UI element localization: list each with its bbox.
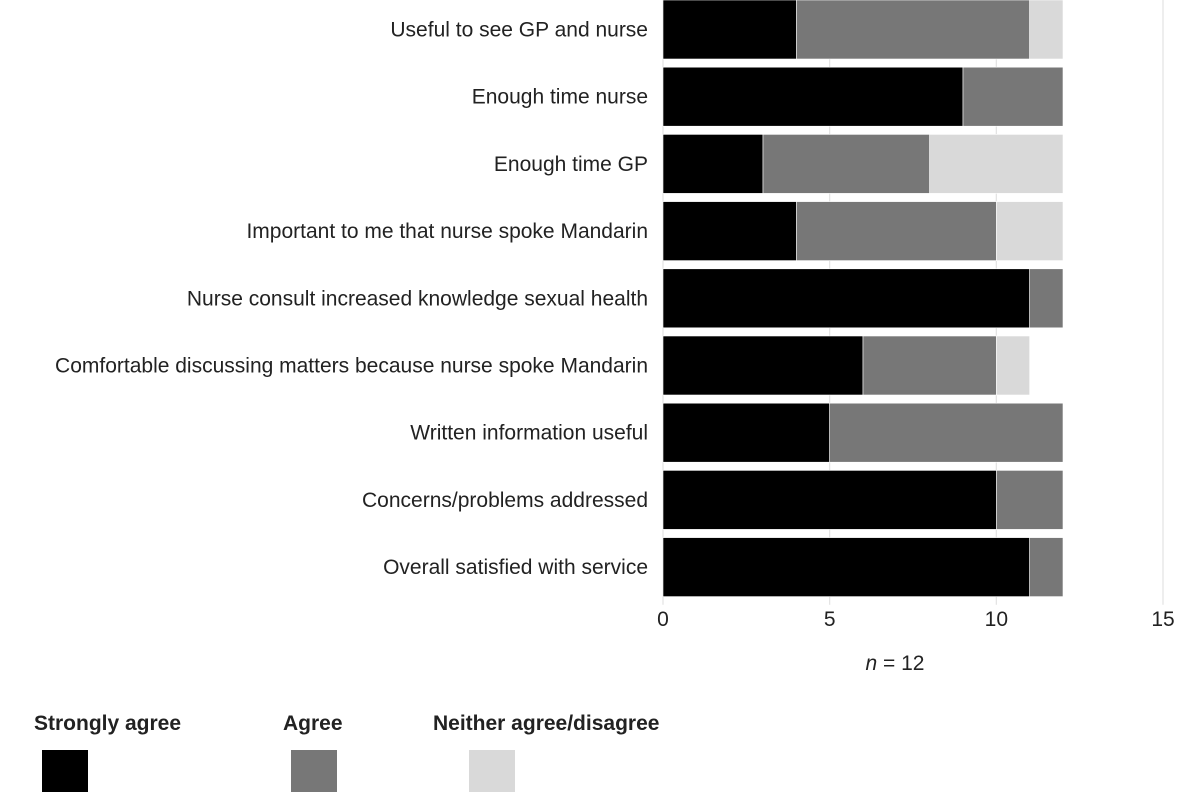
- legend-agree: Agree: [283, 712, 343, 792]
- bar-5-series-1: [862, 335, 997, 396]
- category-label-3: Important to me that nurse spoke Mandari…: [246, 220, 648, 243]
- bar-3-series-0: [662, 201, 797, 261]
- bar-2-series-1: [762, 134, 930, 194]
- bar-7-series-1: [996, 470, 1064, 530]
- bar-8-series-1: [1029, 537, 1064, 597]
- bar-0-series-0: [662, 0, 797, 60]
- legend-label-strongly-agree: Strongly agree: [34, 712, 182, 735]
- bar-2-series-2: [929, 134, 1064, 194]
- bar-5-series-2: [996, 335, 1030, 396]
- category-label-4: Nurse consult increased knowledge sexual…: [187, 287, 648, 310]
- stacked-bar-chart: Useful to see GP and nurse Enough time nu…: [55, 0, 1175, 675]
- bar-3-series-1: [796, 201, 997, 261]
- legend-swatch-neither: [469, 750, 515, 792]
- legend-label-neither: Neither agree/disagree: [433, 712, 660, 735]
- category-label-6: Written information useful: [410, 422, 648, 445]
- x-axis-label-n: n: [866, 652, 878, 675]
- legend-swatch-strongly-agree: [42, 750, 88, 792]
- bar-7-series-0: [662, 470, 997, 530]
- category-label-0: Useful to see GP and nurse: [390, 19, 648, 42]
- x-tick-label-5: 5: [824, 608, 836, 631]
- legend-strongly-agree: Strongly agree: [34, 712, 181, 792]
- category-label-8: Overall satisfied with service: [383, 556, 648, 579]
- x-tick-label-10: 10: [985, 608, 1008, 631]
- bar-6-series-1: [829, 402, 1064, 463]
- bar-3-series-2: [996, 201, 1064, 261]
- category-label-1: Enough time nurse: [472, 86, 648, 109]
- bar-4-series-1: [1029, 268, 1064, 329]
- bar-1-series-0: [662, 66, 964, 127]
- bar-4-series-0: [662, 268, 1030, 329]
- bar-1-series-1: [962, 66, 1064, 127]
- category-labels: Useful to see GP and nurse Enough time nu…: [55, 19, 648, 580]
- bar-5-series-0: [662, 335, 864, 396]
- bars: [662, 0, 1064, 597]
- bar-0-series-1: [796, 0, 1030, 60]
- x-tick-label-15: 15: [1151, 608, 1174, 631]
- bar-0-series-2: [1029, 0, 1064, 60]
- category-label-5: Comfortable discussing matters because n…: [55, 355, 648, 378]
- bar-8-series-0: [662, 537, 1030, 597]
- bar-2-series-0: [662, 134, 764, 194]
- x-axis-label: n = 12: [866, 652, 925, 675]
- x-axis-label-value: = 12: [877, 652, 924, 675]
- legend-label-agree: Agree: [283, 712, 343, 735]
- bar-6-series-0: [662, 402, 830, 463]
- category-label-2: Enough time GP: [494, 153, 648, 176]
- x-tick-labels: 0 5 10 15: [657, 608, 1175, 631]
- x-tick-label-0: 0: [657, 608, 669, 631]
- category-label-7: Concerns/problems addressed: [362, 489, 648, 512]
- legend-swatch-agree: [291, 750, 337, 792]
- legend-neither: Neither agree/disagree: [433, 712, 659, 792]
